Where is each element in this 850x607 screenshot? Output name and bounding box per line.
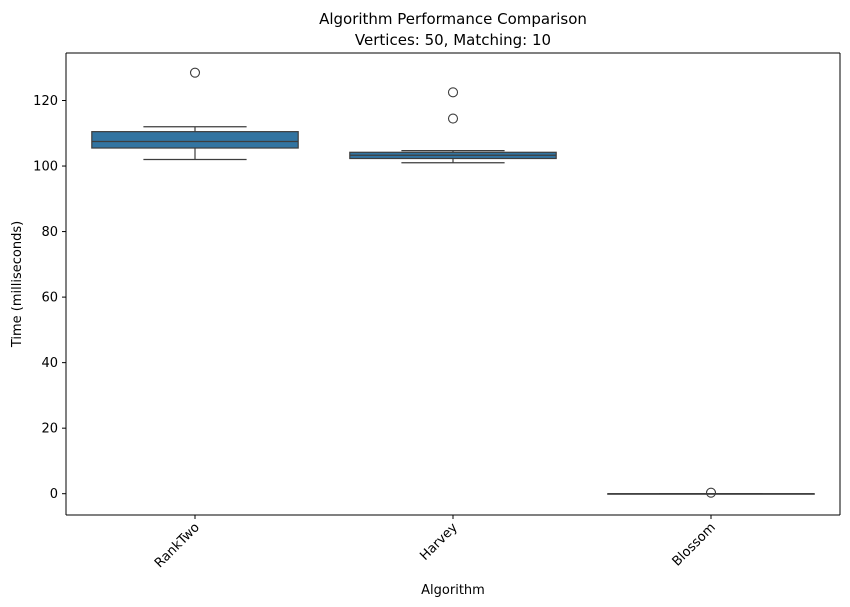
outlier-harvey-1 — [447, 87, 459, 98]
box-ranktwo — [91, 131, 299, 149]
chart-subtitle: Vertices: 50, Matching: 10 — [355, 31, 551, 49]
y-tick-label: 20 — [41, 422, 58, 437]
x-tick-label: Blossom — [670, 520, 719, 569]
chart-title: Algorithm Performance Comparison — [319, 10, 587, 28]
y-axis-label: Time (milliseconds) — [10, 221, 25, 348]
outlier-ranktwo-0 — [189, 67, 201, 78]
y-tick-label: 0 — [50, 487, 58, 502]
y-tick-label: 60 — [41, 291, 58, 306]
x-tick-label: RankTwo — [152, 520, 203, 571]
outlier-harvey-0 — [447, 113, 459, 124]
y-tick-label: 120 — [33, 94, 58, 109]
y-tick-label: 100 — [33, 160, 58, 175]
y-tick-label: 40 — [41, 356, 58, 371]
x-tick-label: Harvey — [417, 520, 461, 564]
plot-area: 0 20 40 60 80 100 120 RankTwo Harvey Blossom — [33, 52, 841, 571]
y-tick-label: 80 — [41, 225, 58, 240]
x-axis-label: Algorithm — [421, 583, 485, 598]
outlier-blossom-0 — [705, 487, 717, 498]
